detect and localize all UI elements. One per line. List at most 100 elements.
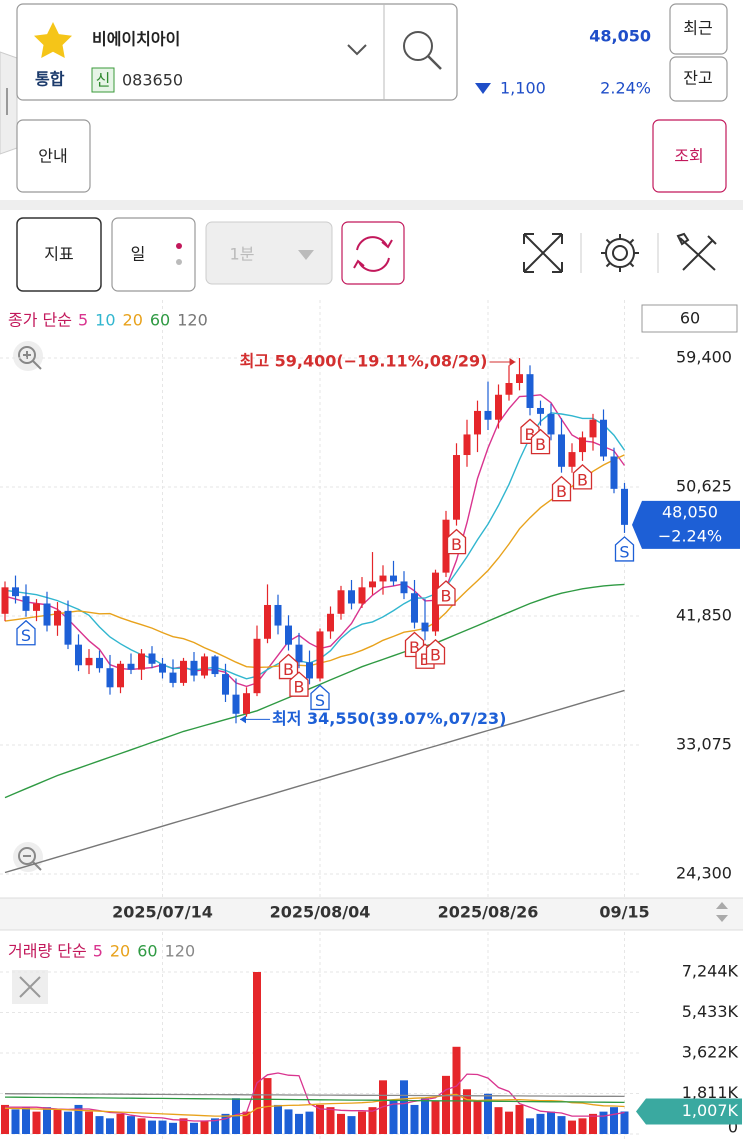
- balance-label: 잔고: [683, 69, 712, 88]
- volume-bar: [368, 1107, 377, 1134]
- volume-bar: [557, 1116, 566, 1134]
- y-tick-label: 41,850: [676, 606, 732, 625]
- query-button[interactable]: [652, 119, 727, 193]
- recent-button[interactable]: [669, 3, 728, 55]
- stock-name: 비에이치아이: [92, 30, 180, 49]
- scroll-up-icon[interactable]: [716, 902, 728, 909]
- signal-label: B: [556, 482, 567, 501]
- current-price: 48,050: [589, 27, 651, 46]
- section-band: [0, 200, 743, 210]
- volume-bar: [253, 972, 261, 1134]
- candle-body: [75, 644, 82, 666]
- volume-bar: [295, 1113, 303, 1134]
- ma-line: [4, 394, 626, 688]
- candle-body: [117, 663, 124, 688]
- volume-bar: [43, 1107, 51, 1134]
- candle-body: [190, 660, 198, 676]
- expand-icon[interactable]: [523, 233, 563, 273]
- volume-bar: [11, 1109, 20, 1134]
- favorite-star[interactable]: [34, 22, 72, 58]
- recent-label: 최근: [683, 19, 712, 38]
- volume-bar: [599, 1111, 608, 1134]
- chart-layer: 2025/07/14 2025/08/04 2025/08/26 09/15 24,30…: [0, 300, 742, 1141]
- close-volume-icon[interactable]: [12, 970, 48, 1004]
- interval-select[interactable]: [205, 221, 333, 285]
- volume-bar: [389, 1100, 398, 1134]
- signal-label: S: [315, 691, 325, 710]
- volume-bar: [158, 1120, 167, 1134]
- volume-bar: [53, 1109, 62, 1134]
- zoom-in-icon[interactable]: [13, 341, 43, 371]
- volume-bar: [242, 1111, 251, 1134]
- signal-label: B: [294, 678, 305, 697]
- signal-label: S: [21, 626, 31, 645]
- signal-label: B: [420, 650, 431, 669]
- zoom-out-icon[interactable]: [13, 842, 43, 872]
- period-button[interactable]: [111, 217, 196, 292]
- stock-code: 083650: [122, 71, 183, 90]
- candle-body: [22, 596, 30, 611]
- period-label: 일: [131, 245, 146, 264]
- info-button[interactable]: [16, 119, 91, 193]
- candle-body: [558, 434, 565, 467]
- signal-marker: [16, 619, 36, 646]
- side-tab[interactable]: [0, 51, 18, 155]
- refresh-button[interactable]: [341, 221, 405, 285]
- balance-button[interactable]: [669, 56, 728, 102]
- candle-body: [379, 575, 387, 582]
- stock-box[interactable]: [16, 3, 458, 101]
- info-label: 안내: [38, 147, 67, 166]
- candle-body: [106, 668, 114, 688]
- candle-body: [274, 604, 282, 626]
- volume-bar: [127, 1116, 135, 1134]
- volume-bar: [1, 1104, 9, 1134]
- dropdown-chevron[interactable]: [347, 44, 367, 56]
- y-tick-label: 50,625: [676, 477, 732, 496]
- candle-body: [12, 587, 19, 597]
- search-icon[interactable]: [403, 31, 433, 61]
- signal-label: S: [619, 542, 629, 561]
- legend-entry: 20: [123, 311, 143, 330]
- ma-line: [4, 583, 625, 799]
- candle-body: [400, 581, 408, 594]
- candle-body: [421, 622, 429, 632]
- candle-body: [33, 603, 40, 611]
- volume-bar: [179, 1118, 188, 1134]
- volume-ma-line: [5, 1072, 625, 1122]
- volume-bar: [74, 1104, 83, 1134]
- volume-bar: [337, 1113, 345, 1134]
- signal-label: B: [441, 587, 452, 606]
- ma-line: [4, 689, 625, 874]
- signal-label: B: [283, 660, 294, 679]
- x-tick-label: 09/15: [599, 903, 649, 922]
- ma-line: [4, 412, 626, 680]
- legend-entry: 60: [137, 942, 157, 961]
- candle-body: [201, 656, 208, 676]
- tools-icon[interactable]: [676, 232, 717, 271]
- scroll-down-icon[interactable]: [716, 915, 728, 922]
- signal-marker: [530, 428, 551, 455]
- candle-body: [600, 419, 607, 457]
- annotation-arrowhead: [509, 358, 516, 366]
- volume-bar: [589, 1113, 597, 1134]
- signal-label: B: [577, 470, 588, 489]
- period-dot: [176, 259, 182, 265]
- volume-bar: [620, 1111, 629, 1134]
- volume-bar: [421, 1098, 429, 1134]
- candle-body: [96, 657, 103, 669]
- zoom-count-box[interactable]: [641, 304, 738, 333]
- candle-body: [442, 519, 450, 573]
- candle-body: [589, 419, 597, 438]
- query-label: 조회: [674, 147, 703, 166]
- settings-icon[interactable]: [601, 234, 639, 272]
- y-tick-label: 5,433K: [682, 1002, 739, 1021]
- candle-body: [211, 656, 219, 675]
- candle-body: [537, 407, 544, 414]
- candle-body: [1, 587, 9, 614]
- low-annotation: 최저 34,550(39.07%,07/23): [272, 709, 506, 728]
- signal-label: B: [535, 435, 546, 454]
- candle-body: [43, 603, 51, 626]
- volume-bar: [64, 1111, 72, 1134]
- volume-bar: [431, 1100, 440, 1134]
- indicator-button[interactable]: [16, 217, 102, 292]
